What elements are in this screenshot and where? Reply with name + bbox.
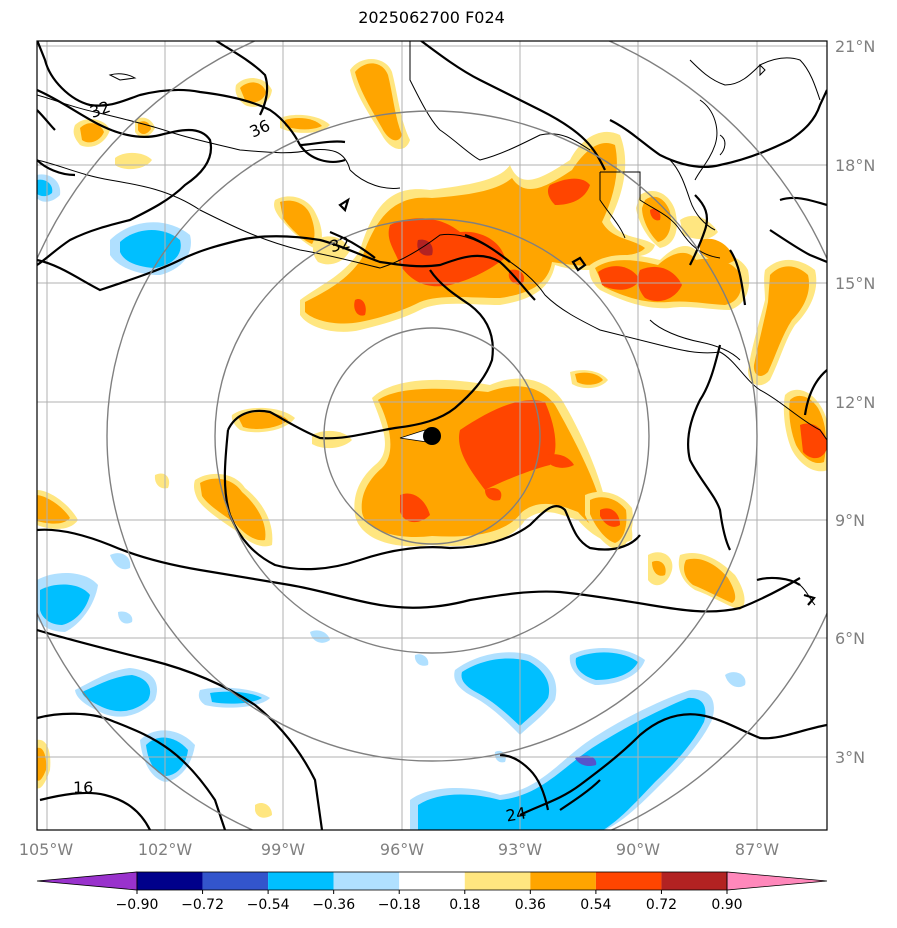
lat-label: 18°N (835, 156, 875, 175)
lat-label: 15°N (835, 274, 875, 293)
colorbar-tick-label: −0.90 (116, 897, 159, 913)
colorbar-tick-label: 0.72 (646, 897, 677, 913)
lon-label: 87°W (735, 840, 779, 859)
colorbar-extend-low (36, 871, 138, 891)
colorbar-outline (136, 871, 728, 891)
colorbar-tick-label: −0.36 (312, 897, 355, 913)
lat-label: 21°N (835, 37, 875, 56)
colorbar-tick-label: 0.36 (515, 897, 546, 913)
lon-label: 99°W (261, 840, 305, 859)
colorbar-segment (202, 872, 269, 890)
lat-label: 6°N (835, 629, 865, 648)
longitude-labels: 105°W 102°W 99°W 96°W 93°W 90°W 87°W (19, 840, 779, 859)
colorbar-segment (595, 872, 662, 890)
lon-label: 102°W (138, 840, 193, 859)
colorbar-tick-label: −0.54 (247, 897, 290, 913)
colorbar-segment (137, 872, 203, 890)
contour-label: 16 (73, 778, 93, 797)
colorbar-segment (530, 872, 596, 890)
colorbar: −0.90 −0.72 −0.54 −0.36 −0.18 0.18 0.36 0.54 0.7… (36, 871, 828, 913)
lat-label: 3°N (835, 748, 865, 767)
storm-center-marker (399, 427, 441, 445)
lat-label: 9°N (835, 511, 865, 530)
colorbar-segment (268, 872, 334, 890)
colorbar-tick-label: 0.90 (711, 897, 742, 913)
colorbar-tick-label: 0.18 (449, 897, 480, 913)
colorbar-segment (333, 872, 400, 890)
lon-label: 90°W (616, 840, 660, 859)
colorbar-segment (661, 872, 727, 890)
colorbar-segment (399, 872, 465, 890)
range-rings (37, 41, 827, 830)
lon-label: 93°W (498, 840, 542, 859)
colorbar-tick-label: 0.54 (580, 897, 611, 913)
contour-label: 32 (328, 233, 353, 257)
lon-label: 105°W (19, 840, 74, 859)
colorbar-segment (464, 872, 531, 890)
map-content: 32 36 32 16 24 (37, 41, 827, 830)
height-contours (37, 41, 827, 830)
latitude-labels: 21°N 18°N 15°N 12°N 9°N 6°N 3°N (835, 37, 875, 767)
lon-label: 96°W (380, 840, 424, 859)
map-title: 2025062700 F024 (358, 8, 505, 27)
colorbar-tick-label: −0.72 (181, 897, 224, 913)
colorbar-tick-label: −0.18 (378, 897, 421, 913)
lat-label: 12°N (835, 393, 875, 412)
map-frame (36, 40, 828, 831)
contour-label: 24 (504, 803, 527, 825)
colorbar-extend-high (726, 871, 828, 891)
